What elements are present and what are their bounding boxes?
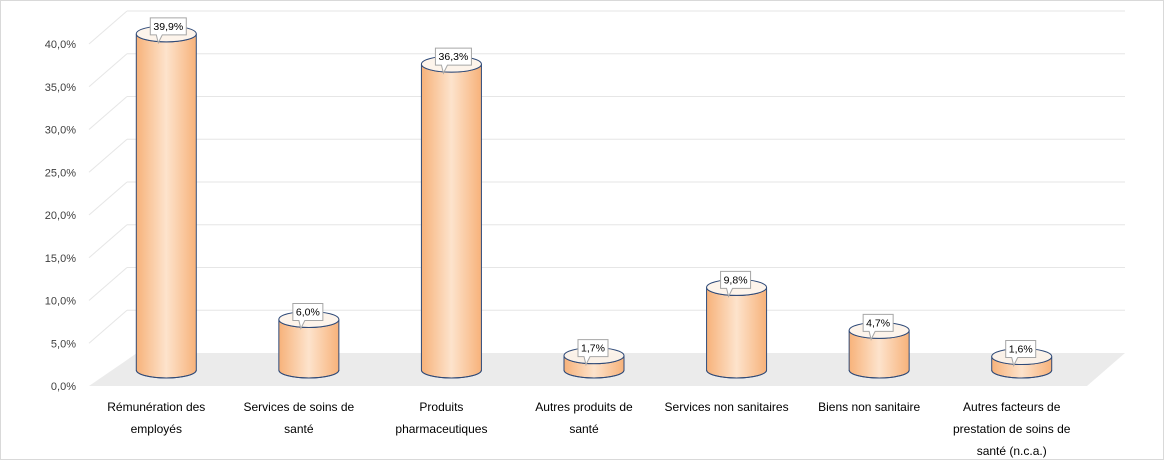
bar-body	[135, 33, 197, 379]
bar-body	[706, 287, 768, 379]
gridline-side	[88, 96, 128, 130]
gridline-side	[88, 181, 128, 216]
data-label-callout	[1005, 340, 1037, 367]
category-label: Autres facteurs de prestation de soins de…	[953, 400, 1071, 458]
data-label-callout	[577, 339, 609, 367]
x-axis-categories: Rémunération des employés Services de soin…	[107, 400, 1070, 458]
data-label: 9,8%	[720, 270, 752, 298]
y-tick-label: 35,0%	[45, 82, 76, 94]
y-tick-label: 30,0%	[45, 125, 76, 137]
gridline-side	[88, 309, 128, 344]
data-label: 6,0%	[292, 302, 324, 330]
data-label: 1,7%	[577, 339, 609, 367]
gridline-side	[88, 224, 128, 259]
bar-base	[848, 369, 910, 379]
category-label: Services non sanitaires	[665, 400, 789, 414]
gridline-side	[88, 267, 128, 301]
data-label-text: 9,8%	[724, 274, 748, 286]
bar	[278, 310, 340, 379]
gridline-side	[88, 10, 128, 45]
bar	[135, 25, 197, 379]
y-tick-label: 15,0%	[45, 253, 76, 265]
bar-body	[420, 64, 482, 379]
bar	[420, 55, 482, 379]
data-label-callout	[720, 270, 752, 298]
data-label-callout	[292, 302, 324, 330]
category-label: Rémunération des employés	[107, 400, 205, 436]
data-label: 1,6%	[1005, 340, 1037, 367]
data-label-text: 4,7%	[866, 317, 890, 329]
bar-base	[991, 369, 1053, 379]
y-tick-label: 10,0%	[45, 296, 76, 308]
y-tick-label: 5,0%	[51, 338, 76, 350]
bar-body	[278, 319, 340, 379]
data-label-callout	[434, 47, 472, 75]
bar-base	[278, 369, 340, 379]
gridline-side	[88, 138, 128, 173]
category-label: Produits pharmaceutiques	[395, 400, 487, 436]
data-label-text: 1,7%	[581, 343, 605, 355]
gridlines	[88, 10, 1125, 344]
data-labels: 39,9% 6,0% 36,3% 1,7% 9,8% 4,7% 1,6%	[149, 17, 1037, 367]
data-label: 36,3%	[434, 47, 472, 75]
data-label: 39,9%	[149, 17, 187, 45]
y-axis-ticks: 0,0% 5,0% 10,0% 15,0% 20,0% 25,0% 30,0% 35,0% 40…	[45, 39, 76, 393]
category-label: Autres produits de santé	[535, 400, 633, 436]
data-label-text: 39,9%	[153, 21, 183, 33]
bar-base	[420, 369, 482, 379]
y-tick-label: 40,0%	[45, 39, 76, 51]
data-label-text: 36,3%	[439, 51, 469, 63]
y-tick-label: 0,0%	[51, 381, 76, 393]
data-label: 4,7%	[862, 313, 894, 341]
y-tick-label: 25,0%	[45, 167, 76, 179]
data-label-callout	[149, 17, 187, 45]
gridline-side	[88, 53, 128, 88]
bar	[706, 278, 768, 379]
category-label: Services de soins de santé	[243, 400, 354, 436]
bar-base	[563, 369, 625, 379]
y-tick-label: 20,0%	[45, 210, 76, 222]
data-label-text: 6,0%	[296, 306, 320, 318]
data-label-text: 1,6%	[1009, 344, 1033, 356]
data-label-callout	[862, 313, 894, 341]
category-label: Biens non sanitaire	[818, 400, 920, 414]
bars	[135, 25, 1053, 379]
bar-base	[706, 369, 768, 379]
bar-base	[135, 369, 197, 379]
